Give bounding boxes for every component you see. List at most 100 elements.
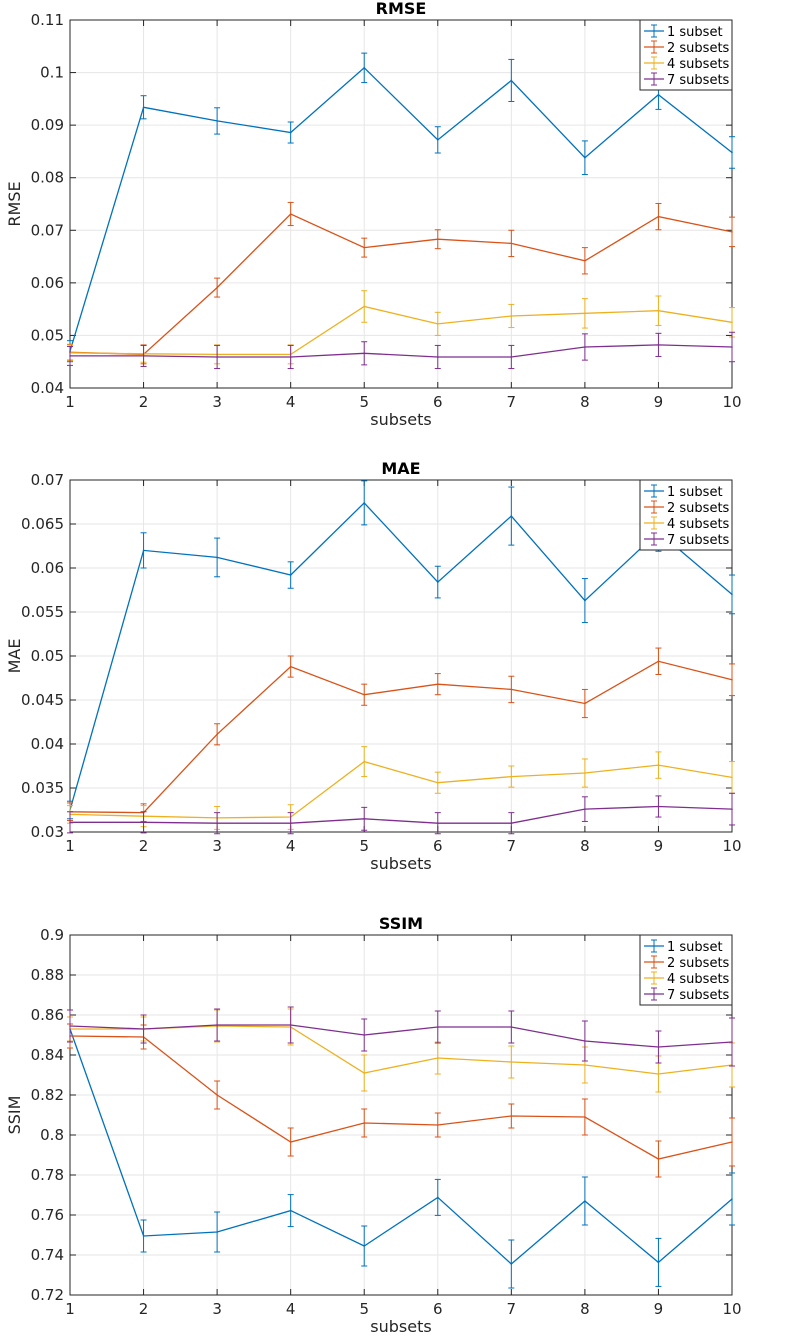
y-tick-label: 0.88 — [31, 966, 64, 984]
y-tick-label: 0.9 — [40, 926, 64, 944]
data-point — [657, 344, 660, 346]
legend-label-2: 2 subsets — [667, 41, 730, 56]
data-point — [436, 1124, 439, 1126]
data-point — [510, 1061, 513, 1063]
y-tick-label: 0.04 — [31, 379, 64, 397]
series-2 — [67, 647, 735, 822]
x-tick-label: 8 — [580, 1300, 590, 1318]
data-point — [584, 259, 586, 262]
data-point — [584, 599, 586, 602]
series-line — [69, 1024, 733, 1048]
data-point — [584, 156, 586, 159]
data-point — [69, 1025, 71, 1027]
legend-label-4: 7 subsets — [667, 988, 730, 1003]
data-point — [436, 781, 439, 784]
data-point — [657, 1261, 660, 1264]
y-tick-label: 0.78 — [31, 1166, 64, 1184]
data-point — [289, 665, 292, 668]
y-tick-label: 0.84 — [31, 1046, 64, 1064]
legend-label-2: 2 subsets — [667, 501, 730, 516]
data-point — [289, 213, 292, 215]
data-point — [216, 1094, 218, 1096]
series-line — [69, 760, 733, 819]
data-point — [142, 1235, 145, 1237]
legend-label-1: 1 subset — [667, 25, 723, 40]
data-point — [142, 821, 145, 824]
y-tick-label: 0.065 — [21, 515, 64, 533]
chart-title: MAE — [381, 459, 420, 478]
data-point — [731, 321, 733, 324]
data-point — [510, 356, 513, 358]
x-tick-label: 3 — [212, 1300, 222, 1318]
data-point — [436, 581, 439, 583]
data-point — [363, 1072, 366, 1074]
data-point — [436, 822, 439, 824]
x-tick-label: 6 — [433, 837, 443, 855]
chart-ssim: 1 2 3 4 5 6 7 8 9 10 0.72 0.74 0.76 0.78 0.8 0.82 0.84 0.… — [5, 914, 742, 1336]
data-point — [289, 1209, 292, 1212]
plot-area — [70, 20, 732, 388]
data-point — [363, 1034, 366, 1036]
x-tick-label: 8 — [580, 837, 590, 855]
data-point — [363, 67, 366, 69]
data-point — [731, 231, 733, 233]
series-line — [69, 213, 733, 356]
x-tick-label: 6 — [433, 393, 443, 411]
series-4 — [67, 1006, 735, 1067]
data-point — [289, 1141, 292, 1143]
series-line — [69, 66, 733, 352]
data-point — [510, 515, 513, 517]
legend-label-1: 1 subset — [667, 940, 723, 955]
data-point — [142, 1028, 145, 1030]
data-point — [510, 315, 513, 317]
data-point — [363, 352, 366, 355]
data-point — [289, 356, 292, 358]
chart-title: RMSE — [376, 0, 427, 18]
legend-box — [639, 934, 733, 1006]
y-axis-label: SSIM — [5, 1096, 24, 1135]
data-point — [363, 1245, 366, 1247]
data-point — [584, 772, 586, 774]
data-point — [510, 688, 513, 691]
data-point — [510, 822, 513, 824]
series-2 — [67, 1023, 735, 1178]
series-line — [69, 1028, 733, 1265]
data-point — [216, 822, 218, 824]
series-1 — [67, 1016, 735, 1289]
data-point — [510, 1026, 513, 1028]
data-point — [510, 775, 513, 778]
x-tick-label: 5 — [359, 393, 369, 411]
series-line — [69, 305, 733, 356]
x-tick-label: 10 — [722, 837, 741, 855]
data-point — [657, 1073, 660, 1075]
data-point — [216, 120, 218, 122]
data-point — [657, 309, 660, 312]
y-tick-label: 0.86 — [31, 1006, 64, 1024]
x-tick-label: 3 — [212, 393, 222, 411]
data-point — [584, 1200, 586, 1202]
data-point — [584, 702, 586, 705]
data-point — [436, 1196, 439, 1199]
legend-label-2: 2 subsets — [667, 956, 730, 971]
series-line — [70, 805, 733, 824]
data-point — [731, 1141, 733, 1143]
x-tick-label: 8 — [580, 393, 590, 411]
data-point — [216, 286, 218, 289]
data-point — [69, 821, 71, 824]
data-point — [584, 1064, 586, 1066]
data-point — [657, 660, 660, 663]
plot-area — [70, 935, 732, 1295]
data-point — [731, 808, 733, 810]
x-tick-label: 10 — [722, 393, 741, 411]
data-point — [436, 238, 439, 241]
x-tick-label: 9 — [654, 1300, 664, 1318]
y-tick-label: 0.11 — [31, 11, 64, 29]
x-tick-label: 5 — [359, 837, 369, 855]
x-axis-label: subsets — [370, 854, 431, 873]
x-tick-label: 2 — [139, 837, 149, 855]
data-point — [436, 683, 439, 685]
y-tick-label: 0.035 — [21, 779, 64, 797]
data-point — [436, 323, 439, 325]
